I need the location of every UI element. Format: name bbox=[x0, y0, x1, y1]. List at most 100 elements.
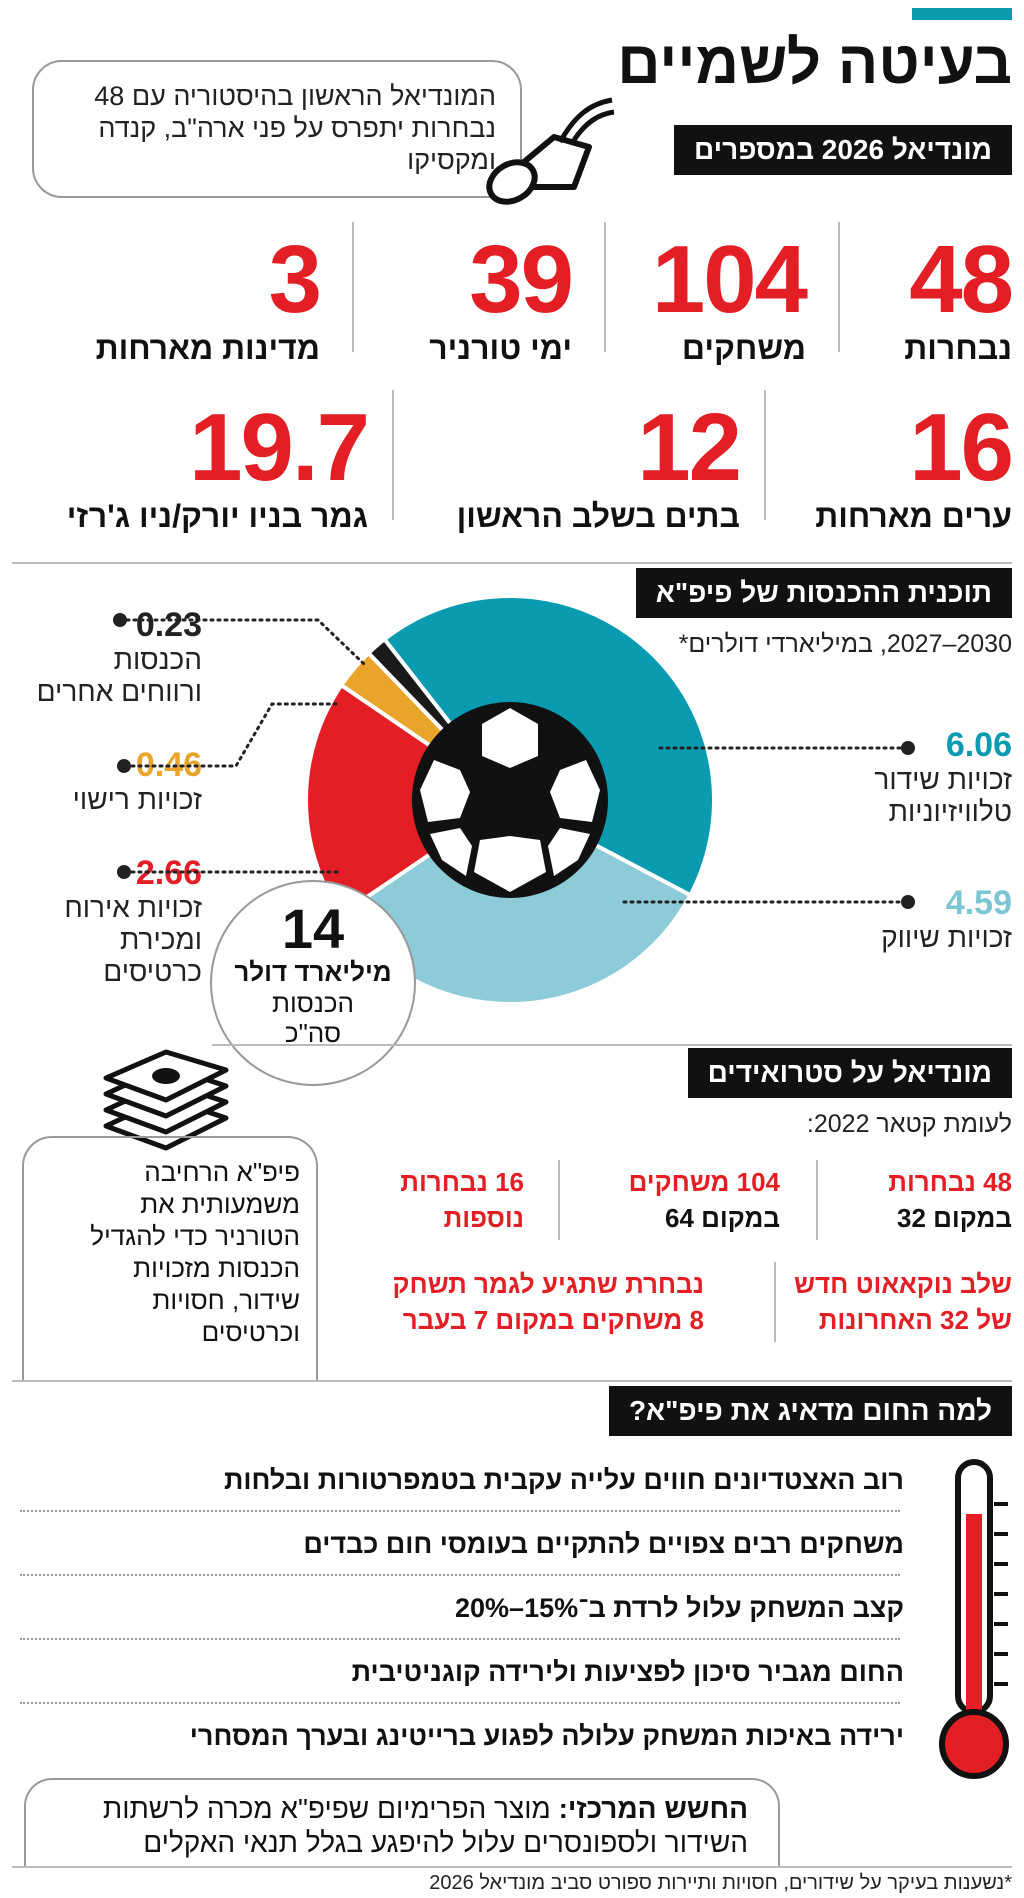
stat-label: בתים בשלב הראשון bbox=[456, 498, 740, 534]
compare-line: 48 נבחרות bbox=[888, 1167, 1012, 1197]
compare-line: במקום 64 bbox=[665, 1203, 780, 1233]
total-label: סה"כ bbox=[284, 1018, 342, 1048]
divider bbox=[764, 390, 766, 520]
divider bbox=[604, 222, 606, 352]
side-box-line: פיפ"א הרחיבה bbox=[144, 1157, 300, 1187]
pie-value: 6.06 bbox=[945, 726, 1012, 764]
divider bbox=[558, 1160, 560, 1240]
pie-label-line: זכויות אירוח bbox=[64, 892, 202, 923]
stat-label: משחקים bbox=[681, 330, 806, 366]
stat-value: 3 bbox=[268, 226, 322, 333]
compare-line: במקום 32 bbox=[897, 1203, 1012, 1233]
divider bbox=[816, 1160, 818, 1240]
footnote: *נשענות בעיקר על שידורים, חסויות ותיירות… bbox=[429, 1872, 1012, 1894]
whistle-icon bbox=[486, 97, 615, 205]
side-box-line: משמעותית את bbox=[140, 1189, 300, 1219]
money-stack-icon bbox=[103, 1049, 229, 1151]
stat-label: מדינות מארחות bbox=[95, 330, 320, 366]
section-divider bbox=[12, 1380, 1012, 1382]
pie-label-marketing: 4.59 זכויות שיווק bbox=[881, 884, 1012, 954]
stat-value: 12 bbox=[637, 394, 742, 501]
compare-line: נבחרת שתגיע לגמר תשחק bbox=[392, 1269, 704, 1299]
steroids-side-box: פיפ"א הרחיבה משמעותית את הטורניר כדי להג… bbox=[22, 1136, 318, 1380]
pie-label-line: זכויות שידור bbox=[874, 764, 1012, 795]
heat-separator bbox=[20, 1510, 900, 1512]
heat-separator bbox=[20, 1638, 900, 1640]
concern-text: מוצר הפרימיום שפיפ"א מכרה לרשתות bbox=[102, 1793, 551, 1824]
compare-line: של 32 האחרונות bbox=[818, 1305, 1012, 1335]
numbers-title: מונדיאל 2026 במספרים bbox=[674, 125, 1012, 175]
side-box-line: שידור, חסויות bbox=[152, 1285, 300, 1315]
heat-item: משחקים רבים צפויים להתקיים בעומסי חום כב… bbox=[303, 1529, 904, 1559]
total-value: 14 bbox=[281, 897, 345, 960]
pie-label-line: זכויות רישוי bbox=[72, 784, 202, 815]
heat-item: רוב האצטדיונים חווים עלייה עקבית בטמפרטו… bbox=[223, 1465, 904, 1495]
headline: בעיטה לשמיים bbox=[617, 29, 1012, 96]
leader-lines bbox=[113, 613, 915, 909]
stat-teams: 48 נבחרות bbox=[792, 226, 1014, 368]
intro-box: המונדיאל הראשון בהיסטוריה עם 48 נבחרות י… bbox=[32, 60, 522, 198]
heat-separator bbox=[20, 1702, 900, 1704]
pie-label-line: טלוויזיוניות bbox=[888, 796, 1012, 827]
stat-value: 39 bbox=[469, 226, 574, 333]
stat-matches: 104 משחקים bbox=[566, 226, 808, 368]
revenue-title: תוכנית ההכנסות של פיפ"א bbox=[635, 568, 1012, 618]
thermometer-icon bbox=[939, 1459, 1009, 1779]
compare-line: 104 משחקים bbox=[628, 1167, 780, 1197]
intro-text: המונדיאל הראשון בהיסטוריה עם 48 נבחרות י… bbox=[94, 81, 496, 175]
heat-item: החום מגביר סיכון לפציעות ולירידה קוגניטי… bbox=[351, 1657, 904, 1687]
steroids-title: מונדיאל על סטרואידים bbox=[687, 1048, 1012, 1098]
compare-teams: 48 נבחרות במקום 32 bbox=[888, 1164, 1012, 1236]
stat-label: גמר בניו יורק/ניו ג'רזי bbox=[66, 498, 368, 534]
pie-label-line: כרטיסים bbox=[103, 956, 202, 987]
pie-label-other: 0.23 הכנסות ורווחים אחרים bbox=[12, 606, 202, 708]
pie-label-line: ורווחים אחרים bbox=[36, 676, 202, 707]
stat-cities: 16 ערים מארחות bbox=[772, 394, 1014, 536]
stat-label: ערים מארחות bbox=[815, 498, 1012, 534]
side-box-line: וכרטיסים bbox=[201, 1317, 300, 1347]
compare-line: נוספות bbox=[443, 1203, 524, 1233]
pie-label-broadcast: 6.06 זכויות שידור טלוויזיוניות bbox=[874, 726, 1012, 828]
compare-knockout: שלב נוקאאוט חדש של 32 האחרונות bbox=[794, 1266, 1012, 1338]
section-divider bbox=[12, 562, 1012, 564]
stat-countries: 3 מדינות מארחות bbox=[20, 226, 322, 368]
total-label: הכנסות bbox=[271, 988, 354, 1018]
pie-label-line: ומכירת bbox=[120, 924, 202, 955]
soccer-ball-icon bbox=[412, 702, 608, 898]
divider bbox=[352, 222, 354, 352]
compare-matches: 104 משחקים במקום 64 bbox=[629, 1164, 780, 1236]
total-unit: מיליארד דולר bbox=[234, 957, 392, 987]
divider bbox=[774, 1262, 776, 1342]
stat-value: 16 bbox=[909, 394, 1014, 501]
concern-bold: החשש המרכזי: bbox=[558, 1793, 748, 1824]
accent-line bbox=[912, 8, 1012, 20]
compare-line: שלב נוקאאוט חדש bbox=[794, 1269, 1012, 1299]
stat-groups: 12 בתים בשלב הראשון bbox=[420, 394, 742, 536]
compare-line: 16 נבחרות bbox=[400, 1167, 524, 1197]
heat-title: למה החום מדאיג את פיפ"א? bbox=[608, 1386, 1012, 1436]
compare-extra-teams: 16 נבחרות נוספות bbox=[400, 1164, 524, 1236]
stat-value: 104 bbox=[651, 226, 808, 333]
divider bbox=[838, 222, 840, 352]
compare-line: 8 משחקים במקום 7 בעבר bbox=[402, 1305, 704, 1335]
stat-value: 48 bbox=[909, 226, 1014, 333]
pie-value: 4.59 bbox=[945, 884, 1012, 922]
footer-divider bbox=[12, 1866, 1012, 1868]
divider bbox=[392, 390, 394, 520]
stat-final: 19.7 גמר בניו יורק/ניו ג'רזי bbox=[8, 394, 370, 536]
revenue-subtitle: 2030–2027, במיליארדי דולרים* bbox=[678, 630, 1012, 658]
pie-label-line: הכנסות bbox=[113, 644, 202, 675]
revenue-total-badge: 14 מיליארד דולר הכנסות סה"כ bbox=[210, 880, 416, 1086]
concern-line: החשש המרכזי: מוצר הפרימיום שפיפ"א מכרה ל… bbox=[40, 1792, 748, 1826]
stat-label: נבחרות bbox=[904, 330, 1012, 366]
steroids-subtitle: לעומת קטאר 2022: bbox=[806, 1110, 1012, 1138]
side-box-line: הטורניר כדי להגדיל bbox=[90, 1221, 300, 1251]
revenue-pie-chart bbox=[304, 594, 716, 1006]
pie-value: 0.23 bbox=[135, 606, 202, 644]
stat-value: 19.7 bbox=[189, 394, 370, 501]
concern-box: החשש המרכזי: מוצר הפרימיום שפיפ"א מכרה ל… bbox=[24, 1778, 780, 1868]
heat-item: ירידה באיכות המשחק עלולה לפגוע ברייטינג … bbox=[189, 1721, 904, 1751]
heat-separator bbox=[20, 1574, 900, 1576]
concern-text: השידור ולספונסרים עלול להיפגע בגלל תנאי … bbox=[143, 1827, 748, 1858]
stat-days: 39 ימי טורניר bbox=[352, 226, 574, 368]
